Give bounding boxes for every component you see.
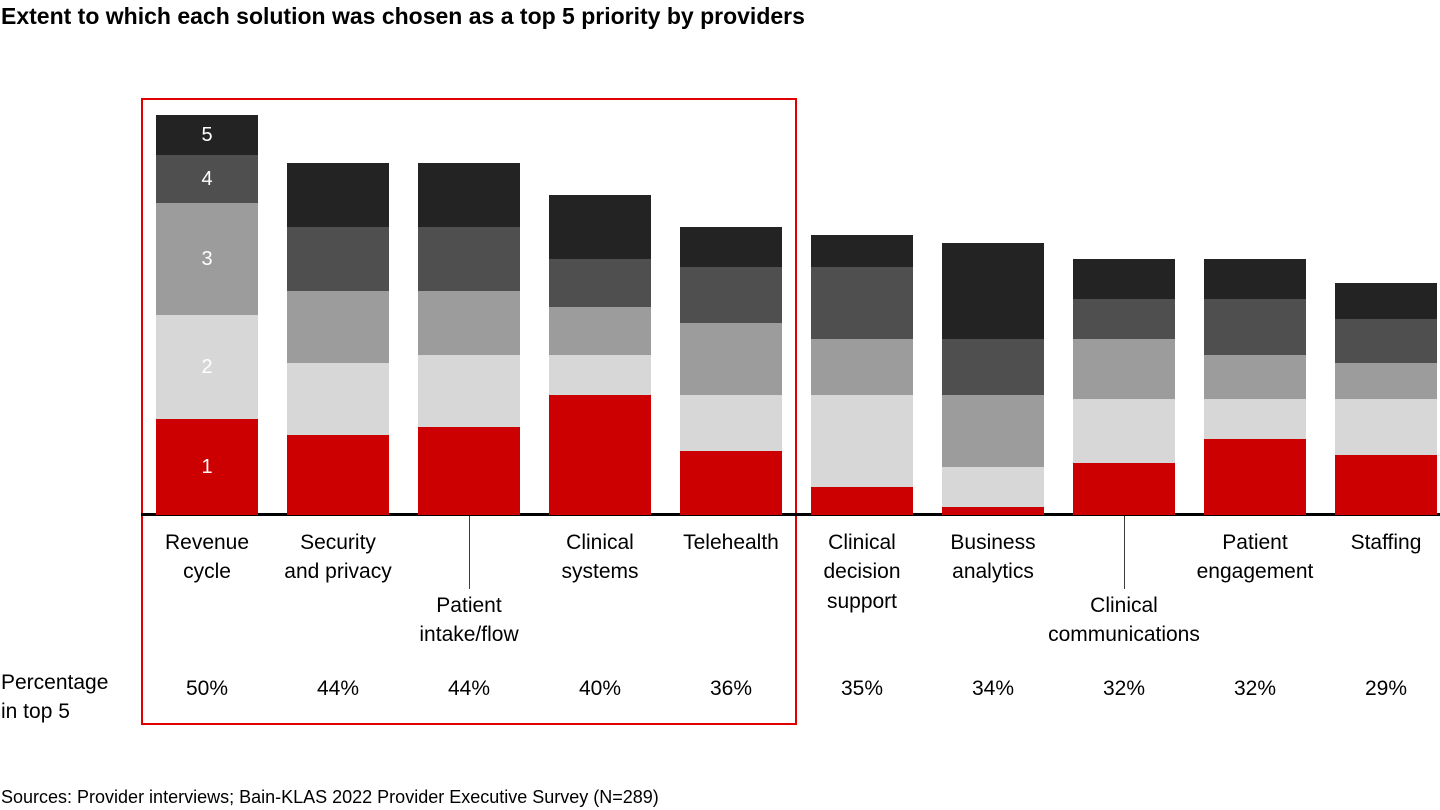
bar-segment-rank-4 bbox=[811, 267, 913, 339]
bar-segment-rank-5 bbox=[811, 235, 913, 267]
chart-title: Extent to which each solution was chosen… bbox=[1, 3, 805, 29]
category-label-business-analytics: Business analytics bbox=[950, 531, 1036, 584]
label-connector-line bbox=[1124, 516, 1125, 589]
bar-segment-rank-3: 3 bbox=[156, 203, 258, 315]
segment-rank-label: 4 bbox=[201, 167, 213, 190]
bar-segment-rank-2 bbox=[680, 395, 782, 451]
bar-segment-rank-4 bbox=[287, 227, 389, 291]
bar-segment-rank-2 bbox=[287, 363, 389, 435]
category-label-patient-intake-flow: Patient intake/flow bbox=[419, 594, 519, 647]
bar-segment-rank-2 bbox=[1073, 399, 1175, 463]
bar-segment-rank-5 bbox=[680, 227, 782, 267]
bar-segment-rank-3 bbox=[680, 323, 782, 395]
bar-segment-rank-5 bbox=[287, 163, 389, 227]
segment-rank-label: 3 bbox=[201, 247, 213, 270]
bar-segment-rank-3 bbox=[287, 291, 389, 363]
bar-segment-rank-3 bbox=[1204, 355, 1306, 399]
percentage-label-revenue-cycle: 50% bbox=[185, 677, 229, 700]
sources-note: Sources: Provider interviews; Bain-KLAS … bbox=[1, 787, 659, 807]
bar-segment-rank-3 bbox=[1073, 339, 1175, 399]
bar-segment-rank-4 bbox=[680, 267, 782, 323]
bar-segment-rank-4 bbox=[942, 339, 1044, 395]
bar-segment-rank-1 bbox=[549, 395, 651, 515]
top5-highlight-box bbox=[141, 98, 797, 725]
category-label-telehealth: Telehealth bbox=[683, 531, 779, 554]
bar-segment-rank-2: 2 bbox=[156, 315, 258, 419]
bar-segment-rank-3 bbox=[942, 395, 1044, 467]
bar-segment-rank-3 bbox=[811, 339, 913, 395]
bar-segment-rank-2 bbox=[549, 355, 651, 395]
percentage-label-business-analytics: 34% bbox=[971, 677, 1015, 700]
bar-segment-rank-5 bbox=[549, 195, 651, 259]
bar-segment-rank-3 bbox=[1335, 363, 1437, 399]
bar-segment-rank-2 bbox=[418, 355, 520, 427]
bar-clinical-decision-support bbox=[811, 235, 913, 515]
bar-segment-rank-4 bbox=[418, 227, 520, 291]
bar-segment-rank-3 bbox=[418, 291, 520, 355]
percentage-label-telehealth: 36% bbox=[709, 677, 753, 700]
percentage-label-clinical-communications: 32% bbox=[1102, 677, 1146, 700]
bar-security-and-privacy bbox=[287, 163, 389, 515]
bar-segment-rank-1 bbox=[811, 487, 913, 515]
category-label-clinical-decision-support: Clinical decision support bbox=[823, 531, 901, 613]
bar-segment-rank-5 bbox=[418, 163, 520, 227]
bar-segment-rank-5 bbox=[1335, 283, 1437, 319]
bar-segment-rank-1 bbox=[1204, 439, 1306, 515]
bar-segment-rank-4 bbox=[1204, 299, 1306, 355]
category-label-security-and-privacy: Security and privacy bbox=[284, 531, 392, 584]
bar-business-analytics bbox=[942, 243, 1044, 515]
category-label-revenue-cycle: Revenue cycle bbox=[164, 531, 250, 584]
category-label-patient-engagement: Patient engagement bbox=[1196, 531, 1314, 584]
percentage-label-clinical-decision-support: 35% bbox=[840, 677, 884, 700]
segment-rank-label: 5 bbox=[201, 123, 213, 146]
bar-segment-rank-4: 4 bbox=[156, 155, 258, 203]
bar-segment-rank-5 bbox=[1073, 259, 1175, 299]
bar-telehealth bbox=[680, 227, 782, 515]
bar-segment-rank-1 bbox=[287, 435, 389, 515]
bar-segment-rank-5 bbox=[1204, 259, 1306, 299]
segment-rank-label: 2 bbox=[201, 355, 213, 378]
bar-segment-rank-5 bbox=[942, 243, 1044, 339]
bar-segment-rank-3 bbox=[549, 307, 651, 355]
bar-segment-rank-1 bbox=[1073, 463, 1175, 515]
bar-staffing bbox=[1335, 283, 1437, 515]
bar-clinical-communications bbox=[1073, 259, 1175, 515]
category-label-clinical-communications: Clinical communications bbox=[1048, 594, 1200, 647]
bar-segment-rank-2 bbox=[1204, 399, 1306, 439]
bar-segment-rank-4 bbox=[1335, 319, 1437, 363]
category-label-clinical-systems: Clinical systems bbox=[561, 531, 639, 584]
percentage-in-top5-label: Percentage in top 5 bbox=[1, 671, 109, 724]
bar-segment-rank-2 bbox=[942, 467, 1044, 507]
bar-patient-engagement bbox=[1204, 259, 1306, 515]
bar-segment-rank-1 bbox=[942, 507, 1044, 515]
bar-segment-rank-2 bbox=[1335, 399, 1437, 455]
percentage-label-security-and-privacy: 44% bbox=[316, 677, 360, 700]
category-label-staffing: Staffing bbox=[1350, 531, 1422, 554]
bar-clinical-systems bbox=[549, 195, 651, 515]
bar-segment-rank-5: 5 bbox=[156, 115, 258, 155]
bar-patient-intake-flow bbox=[418, 163, 520, 515]
bar-segment-rank-2 bbox=[811, 395, 913, 487]
baseline-axis bbox=[141, 513, 1440, 516]
bar-segment-rank-4 bbox=[549, 259, 651, 307]
bar-segment-rank-4 bbox=[1073, 299, 1175, 339]
label-connector-line bbox=[469, 516, 470, 589]
bar-revenue-cycle: 5 4 3 2 1 bbox=[156, 115, 258, 515]
segment-rank-label: 1 bbox=[201, 455, 213, 478]
percentage-label-staffing: 29% bbox=[1364, 677, 1408, 700]
bar-segment-rank-1 bbox=[418, 427, 520, 515]
bar-segment-rank-1: 1 bbox=[156, 419, 258, 515]
percentage-label-clinical-systems: 40% bbox=[578, 677, 622, 700]
percentage-label-patient-engagement: 32% bbox=[1233, 677, 1277, 700]
bar-segment-rank-1 bbox=[680, 451, 782, 515]
bar-segment-rank-1 bbox=[1335, 455, 1437, 515]
percentage-label-patient-intake-flow: 44% bbox=[447, 677, 491, 700]
